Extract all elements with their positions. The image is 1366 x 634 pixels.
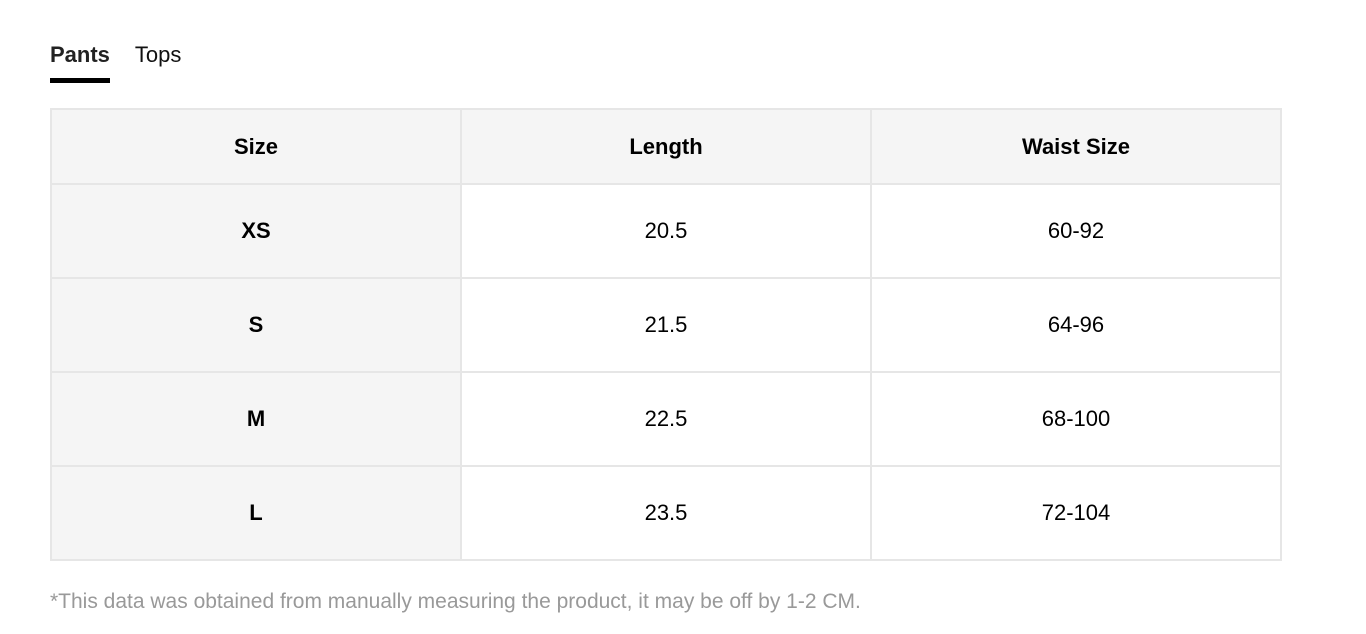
- cell-waist-size: 64-96: [870, 277, 1282, 373]
- cell-length: 21.5: [460, 277, 872, 373]
- cell-waist-size: 60-92: [870, 183, 1282, 279]
- tab-tops[interactable]: Tops: [134, 42, 182, 67]
- header-waist-size: Waist Size: [870, 108, 1282, 185]
- table-row: L 23.5 72-104: [50, 465, 1282, 561]
- header-length: Length: [460, 108, 872, 185]
- cell-length: 20.5: [460, 183, 872, 279]
- cell-length: 23.5: [460, 465, 872, 561]
- tab-pants[interactable]: Pants: [50, 40, 110, 83]
- measurement-note: *This data was obtained from manually me…: [50, 590, 861, 613]
- size-table: Size Length Waist Size XS 20.5 60-92 S 21.5 6…: [50, 108, 1282, 561]
- cell-waist-size: 68-100: [870, 371, 1282, 467]
- table-row: S 21.5 64-96: [50, 277, 1282, 373]
- table-header-row: Size Length Waist Size: [50, 108, 1282, 185]
- cell-size: M: [50, 371, 462, 467]
- cell-size: XS: [50, 183, 462, 279]
- cell-waist-size: 72-104: [870, 465, 1282, 561]
- table-row: M 22.5 68-100: [50, 371, 1282, 467]
- table-row: XS 20.5 60-92: [50, 183, 1282, 279]
- size-chart-tabs: Pants Tops: [50, 40, 181, 83]
- cell-size: S: [50, 277, 462, 373]
- cell-size: L: [50, 465, 462, 561]
- cell-length: 22.5: [460, 371, 872, 467]
- header-size: Size: [50, 108, 462, 185]
